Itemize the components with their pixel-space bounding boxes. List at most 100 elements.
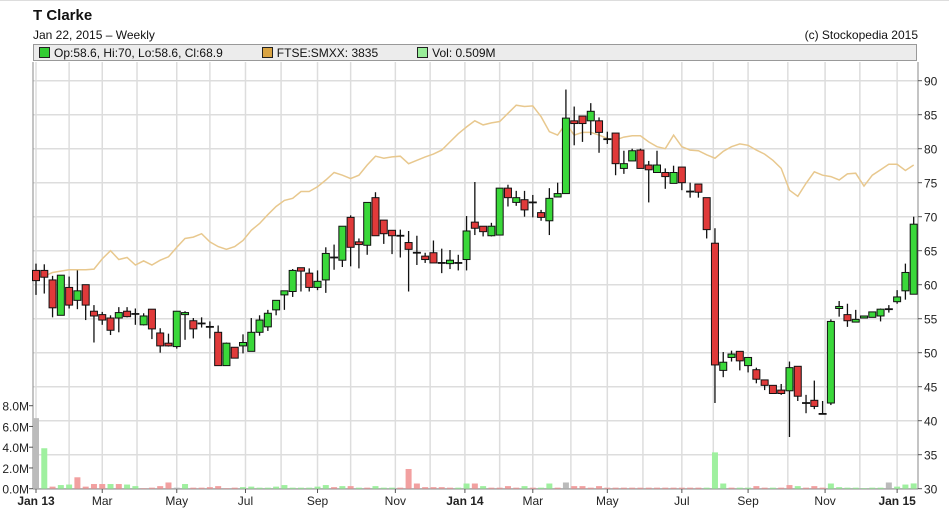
volume-bar bbox=[447, 487, 453, 489]
candle bbox=[810, 380, 819, 410]
candle-body bbox=[123, 310, 132, 318]
chart-title: T Clarke bbox=[33, 7, 93, 24]
candle bbox=[818, 400, 827, 415]
volume-bar bbox=[413, 483, 420, 489]
candle-body bbox=[851, 318, 860, 323]
candle-body bbox=[578, 115, 587, 125]
candle-body bbox=[156, 332, 165, 347]
price-tick-label: 50 bbox=[924, 347, 938, 361]
candle-body bbox=[363, 201, 372, 246]
candle-body bbox=[793, 365, 802, 397]
volume-bar bbox=[827, 483, 834, 489]
volume-bar bbox=[115, 484, 122, 489]
price-tick-label: 30 bbox=[924, 483, 938, 497]
candle bbox=[735, 350, 744, 371]
candle-body bbox=[388, 229, 397, 237]
candle bbox=[487, 222, 496, 237]
candle bbox=[313, 270, 322, 291]
price-tick-label: 90 bbox=[924, 75, 938, 89]
price-tick-label: 85 bbox=[924, 109, 938, 123]
candle-body bbox=[727, 353, 736, 358]
candle bbox=[73, 270, 82, 310]
volume-bar bbox=[422, 487, 429, 489]
candle bbox=[98, 311, 107, 325]
candle bbox=[255, 315, 264, 336]
volume-bar bbox=[596, 486, 603, 489]
candle bbox=[495, 187, 504, 236]
candle bbox=[338, 225, 347, 268]
candle bbox=[744, 356, 753, 373]
candle bbox=[586, 103, 595, 136]
volume-tick-label: 4.0M bbox=[2, 441, 29, 455]
candle bbox=[454, 254, 463, 271]
volume-bar bbox=[355, 487, 362, 489]
volume-bar bbox=[66, 484, 73, 489]
candle bbox=[694, 183, 703, 198]
volume-bar bbox=[654, 487, 660, 489]
price-tick-label: 40 bbox=[924, 415, 938, 429]
candle bbox=[561, 89, 570, 195]
volume-bar bbox=[206, 487, 213, 489]
price-tick-label: 35 bbox=[924, 449, 938, 463]
x-tick-label: Mar bbox=[92, 494, 113, 508]
candle-body bbox=[595, 120, 604, 133]
candle bbox=[868, 311, 877, 318]
candle-body bbox=[371, 197, 380, 237]
candle-body bbox=[462, 230, 471, 261]
candle bbox=[570, 106, 579, 146]
legend-item-ftse: FTSE:SMXX: 3835 bbox=[261, 45, 379, 60]
candle-body bbox=[98, 314, 107, 321]
volume-bar bbox=[140, 488, 147, 489]
candle-body bbox=[901, 271, 910, 292]
candle bbox=[123, 307, 132, 318]
x-tick-label: Mar bbox=[522, 494, 543, 508]
candle bbox=[710, 228, 719, 404]
x-tick-label: May bbox=[596, 494, 619, 508]
volume-bar bbox=[811, 486, 818, 489]
candle bbox=[89, 305, 98, 343]
candle bbox=[893, 290, 902, 304]
volume-bar bbox=[331, 487, 338, 489]
volume-bar bbox=[769, 487, 776, 489]
volume-bar bbox=[389, 487, 396, 489]
candle-body bbox=[446, 259, 454, 265]
candle-body bbox=[661, 172, 670, 178]
candle bbox=[197, 317, 206, 328]
legend-label-ftse: FTSE:SMXX: 3835 bbox=[276, 45, 379, 60]
candle bbox=[628, 148, 637, 162]
candle bbox=[702, 197, 711, 239]
candle bbox=[330, 244, 339, 270]
candle bbox=[860, 315, 868, 319]
candle bbox=[595, 117, 604, 153]
legend-swatch-ftse bbox=[261, 47, 273, 58]
volume-bar bbox=[885, 482, 892, 489]
candle bbox=[677, 166, 686, 191]
candle-body bbox=[619, 163, 628, 169]
candle bbox=[503, 184, 512, 207]
candle bbox=[462, 216, 471, 271]
volume-bar bbox=[82, 486, 89, 489]
candle bbox=[752, 367, 761, 384]
candle bbox=[661, 168, 670, 189]
price-tick-label: 70 bbox=[924, 211, 938, 225]
candle bbox=[156, 328, 165, 353]
volume-bar bbox=[521, 486, 528, 489]
copyright-notice: (c) Stockopedia 2015 bbox=[804, 28, 918, 42]
volume-bar bbox=[182, 484, 189, 489]
candle-body bbox=[404, 242, 413, 250]
candle-body bbox=[520, 199, 529, 211]
candle-body bbox=[561, 117, 570, 195]
candle bbox=[909, 216, 918, 295]
candle bbox=[686, 182, 695, 198]
volume-bar bbox=[314, 486, 321, 489]
volume-bar bbox=[761, 487, 768, 489]
candle bbox=[189, 318, 198, 339]
candle-body bbox=[777, 389, 786, 395]
legend-bar: Op:58.6, Hi:70, Lo:58.6, Cl:68.9 FTSE:SM… bbox=[33, 44, 917, 61]
volume-bar bbox=[678, 487, 685, 489]
price-tick-label: 65 bbox=[924, 245, 938, 259]
volume-bar bbox=[33, 418, 39, 489]
candle-body bbox=[81, 284, 90, 306]
candle bbox=[263, 309, 272, 331]
